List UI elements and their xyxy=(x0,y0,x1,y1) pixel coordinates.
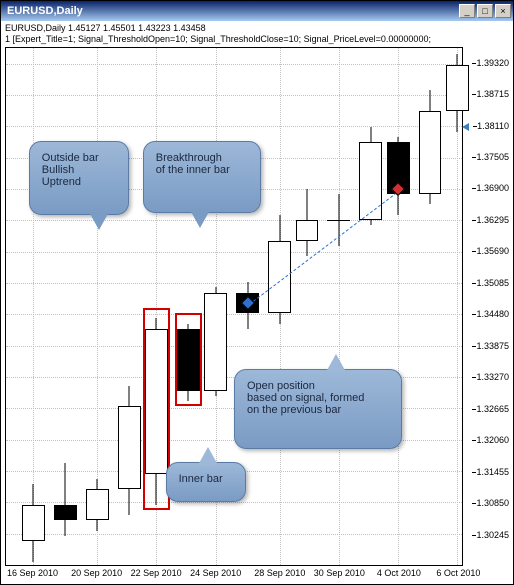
candle[interactable] xyxy=(419,48,442,565)
y-tick-label: 1.33270 xyxy=(476,372,509,382)
callout-text: based on signal, formed xyxy=(247,392,389,404)
candle[interactable] xyxy=(54,48,77,565)
y-tick-label: 1.32665 xyxy=(476,404,509,414)
maximize-button[interactable]: □ xyxy=(477,4,493,18)
candle[interactable] xyxy=(387,48,410,565)
y-tick-label: 1.33875 xyxy=(476,341,509,351)
callout-text: Inner bar xyxy=(179,473,233,485)
callout-tail xyxy=(326,354,346,372)
y-tick-label: 1.30245 xyxy=(476,530,509,540)
y-tick-label: 1.38110 xyxy=(477,121,509,131)
candle[interactable] xyxy=(296,48,319,565)
callout-text: on the previous bar xyxy=(247,404,389,416)
y-tick-label: 1.36900 xyxy=(476,183,509,193)
info-line-1: EURUSD,Daily 1.45127 1.45501 1.43223 1.4… xyxy=(5,23,431,34)
candle[interactable] xyxy=(327,48,350,565)
candle[interactable] xyxy=(86,48,109,565)
callout-inner-bar: Inner bar xyxy=(166,462,246,502)
y-tick-label: 1.35085 xyxy=(476,278,509,288)
y-tick-label: 1.32060 xyxy=(476,435,509,445)
candle[interactable] xyxy=(268,48,291,565)
x-tick-label: 6 Oct 2010 xyxy=(436,568,480,578)
window-title: EURUSD,Daily xyxy=(3,5,457,17)
y-tick-label: 1.38715 xyxy=(476,89,509,99)
callout-text: Breakthrough xyxy=(156,152,248,164)
y-tick-label: 1.39320 xyxy=(476,58,509,68)
y-tick-label: 1.34480 xyxy=(476,309,509,319)
plot-region[interactable]: Outside barBullishUptrendBreakthroughof … xyxy=(5,47,463,566)
callout-text: Outside bar xyxy=(42,152,116,164)
x-tick-label: 28 Sep 2010 xyxy=(254,568,305,578)
callout-text: Open position xyxy=(247,380,389,392)
x-tick-label: 22 Sep 2010 xyxy=(131,568,182,578)
y-tick-label: 1.35690 xyxy=(476,246,509,256)
callout-tail xyxy=(198,447,218,465)
y-tick-label: 1.36295 xyxy=(476,215,509,225)
x-axis: 16 Sep 2010 20 Sep 2010 22 Sep 2010 24 Sep … xyxy=(5,566,463,584)
callout-text: Uptrend xyxy=(42,176,116,188)
x-tick-label: 20 Sep 2010 xyxy=(71,568,122,578)
y-tick-label: 1.37505 xyxy=(476,152,509,162)
x-tick-label: 16 Sep 2010 xyxy=(7,568,58,578)
x-tick-label: 24 Sep 2010 xyxy=(190,568,241,578)
close-button[interactable]: × xyxy=(495,4,511,18)
chart-window: EURUSD,Daily _ □ × EURUSD,Daily 1.45127 … xyxy=(0,0,514,585)
callout-text: of the inner bar xyxy=(156,164,248,176)
callout-text: Bullish xyxy=(42,164,116,176)
callout-open-position: Open positionbased on signal, formedon t… xyxy=(234,369,402,449)
callout-breakthrough: Breakthroughof the inner bar xyxy=(143,141,261,213)
callout-tail xyxy=(190,210,210,228)
x-tick-label: 30 Sep 2010 xyxy=(314,568,365,578)
x-tick-label: 4 Oct 2010 xyxy=(377,568,421,578)
titlebar[interactable]: EURUSD,Daily _ □ × xyxy=(1,1,513,21)
candle[interactable] xyxy=(118,48,141,565)
info-bar: EURUSD,Daily 1.45127 1.45501 1.43223 1.4… xyxy=(5,23,431,45)
callout-outside-bar: Outside barBullishUptrend xyxy=(29,141,129,215)
chart-area[interactable]: EURUSD,Daily 1.45127 1.45501 1.43223 1.4… xyxy=(1,21,513,584)
minimize-button[interactable]: _ xyxy=(459,4,475,18)
y-axis: 1.39320 1.38715 1.38110 1.37505 1.36900 1.362… xyxy=(463,47,513,566)
y-tick-label: 1.31455 xyxy=(476,467,509,477)
candle[interactable] xyxy=(359,48,382,565)
y-tick-label: 1.30850 xyxy=(476,498,509,508)
candle[interactable] xyxy=(22,48,45,565)
callout-tail xyxy=(89,212,109,230)
candle-highlight xyxy=(175,313,202,406)
info-line-2: 1 [Expert_Title=1; Signal_ThresholdOpen=… xyxy=(5,34,431,45)
